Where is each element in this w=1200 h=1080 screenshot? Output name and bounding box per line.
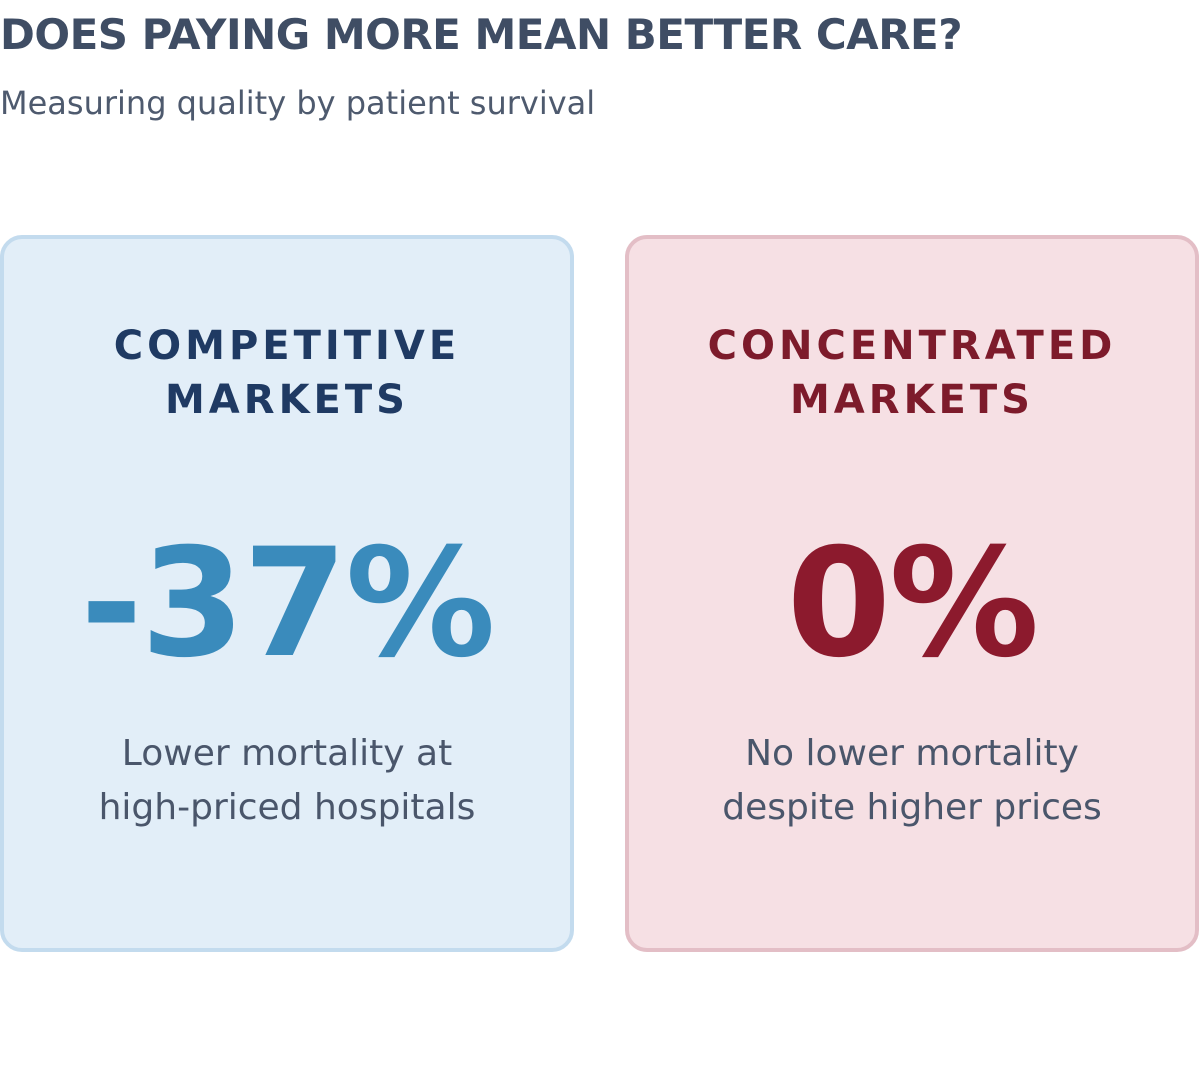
card-stat: -37% — [80, 517, 495, 691]
concentrated-markets-card: CONCENTRATED MARKETS 0% No lower mortali… — [625, 235, 1199, 952]
card-description: No lower mortality despite higher prices — [629, 727, 1195, 835]
card-description-line: Lower mortality at — [121, 733, 453, 774]
page-title: DOES PAYING MORE MEAN BETTER CARE? — [0, 10, 963, 59]
card-heading-line: MARKETS — [165, 377, 409, 423]
card-description-line: despite higher prices — [722, 787, 1102, 828]
card-heading-line: COMPETITIVE — [113, 323, 461, 369]
card-heading-line: CONCENTRATED — [707, 323, 1117, 369]
card-stat: 0% — [786, 517, 1040, 691]
card-description-line: No lower mortality — [745, 733, 1079, 774]
card-heading: COMPETITIVE MARKETS — [4, 319, 570, 427]
page-subtitle: Measuring quality by patient survival — [0, 84, 596, 122]
card-description: Lower mortality at high-priced hospitals — [4, 727, 570, 835]
card-heading: CONCENTRATED MARKETS — [629, 319, 1195, 427]
card-heading-line: MARKETS — [790, 377, 1034, 423]
competitive-markets-card: COMPETITIVE MARKETS -37% Lower mortality… — [0, 235, 574, 952]
card-description-line: high-priced hospitals — [98, 787, 476, 828]
